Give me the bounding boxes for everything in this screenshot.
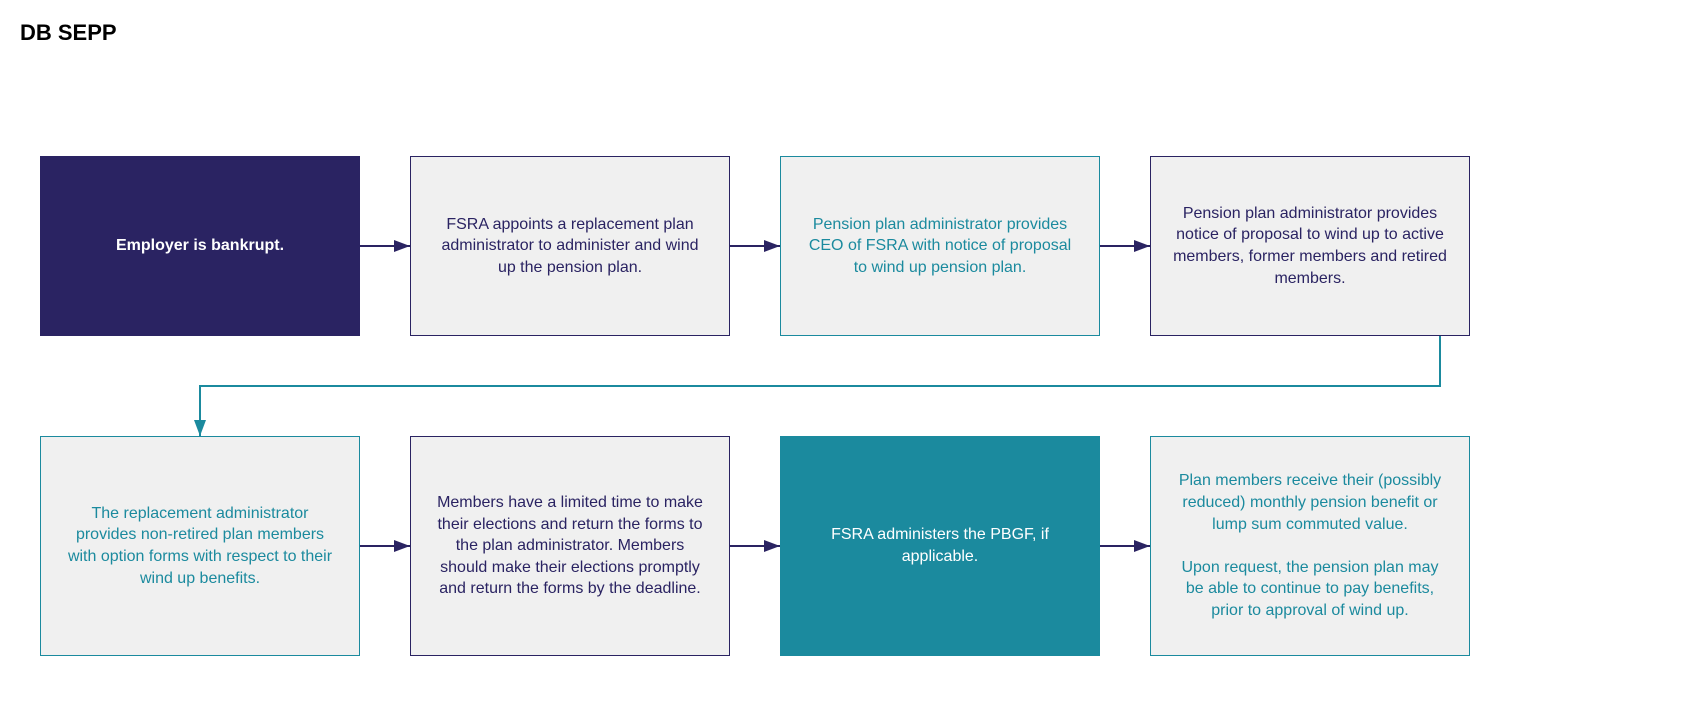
flow-node-text-n4: Pension plan administrator provides noti… bbox=[1173, 203, 1447, 289]
flow-node-n7: FSRA administers the PBGF, if applicable… bbox=[780, 436, 1100, 656]
flow-node-text-n8: Plan members receive their (possibly red… bbox=[1173, 470, 1447, 621]
flow-node-n1: Employer is bankrupt. bbox=[40, 156, 360, 336]
flow-node-n4: Pension plan administrator provides noti… bbox=[1150, 156, 1470, 336]
flow-node-text-n6: Members have a limited time to make thei… bbox=[433, 492, 707, 600]
flow-node-text-n5: The replacement administrator provides n… bbox=[63, 503, 337, 589]
flow-node-text-n3: Pension plan administrator provides CEO … bbox=[803, 214, 1077, 279]
flow-node-n8: Plan members receive their (possibly red… bbox=[1150, 436, 1470, 656]
flow-node-text-n7: FSRA administers the PBGF, if applicable… bbox=[803, 524, 1077, 567]
flow-node-text-n2: FSRA appoints a replacement plan adminis… bbox=[433, 214, 707, 279]
flow-node-n2: FSRA appoints a replacement plan adminis… bbox=[410, 156, 730, 336]
flow-node-n6: Members have a limited time to make thei… bbox=[410, 436, 730, 656]
flow-node-text-n1: Employer is bankrupt. bbox=[116, 235, 284, 257]
diagram-title: DB SEPP bbox=[20, 20, 1675, 46]
flow-node-n5: The replacement administrator provides n… bbox=[40, 436, 360, 656]
flow-node-n3: Pension plan administrator provides CEO … bbox=[780, 156, 1100, 336]
